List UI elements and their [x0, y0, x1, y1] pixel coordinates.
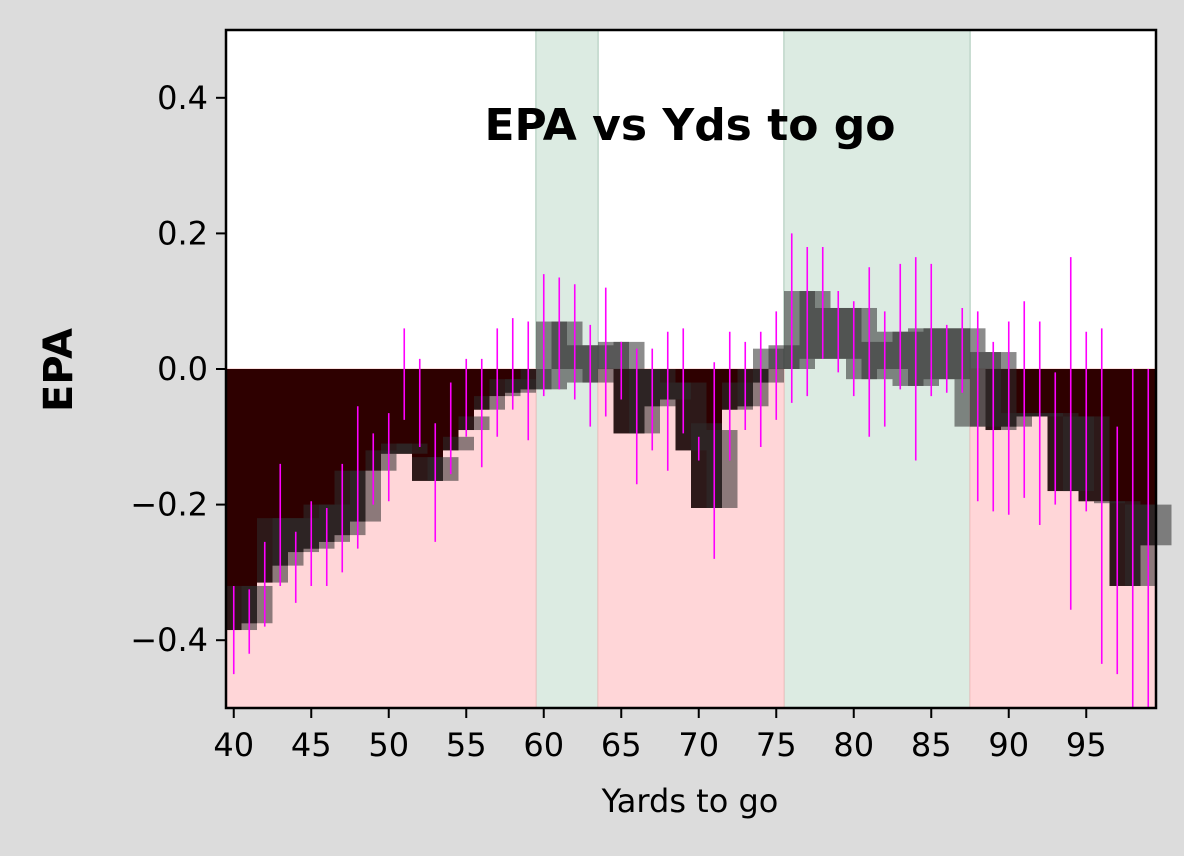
box-71	[706, 430, 738, 508]
x-tick-label-8: 80	[833, 726, 874, 764]
x-tick-label-6: 70	[678, 726, 719, 764]
x-tick-label-7: 75	[756, 726, 797, 764]
box-95	[1078, 416, 1110, 502]
y-tick-label-4: 0.4	[157, 79, 208, 117]
x-tick-label-9: 85	[911, 726, 952, 764]
axes: −0.4 −0.2 0.0 0.2 0.4 40 45 50 55 60 65 70 75 80 85 90 9…	[130, 28, 1158, 764]
neg-bar-41	[241, 369, 257, 624]
x-tick-label-0: 40	[213, 726, 254, 764]
x-tick-label-1: 45	[291, 726, 332, 764]
errorbar-layer	[232, 233, 1150, 708]
box-48	[350, 470, 381, 522]
y-tick-label-0: −0.4	[130, 621, 208, 659]
x-tick-label-3: 55	[446, 726, 487, 764]
box-41	[241, 585, 273, 624]
x-tick-label-11: 95	[1066, 726, 1107, 764]
y-tick-label-3: 0.2	[157, 214, 208, 252]
neg-bar-49	[365, 369, 381, 471]
neg-bar-44	[288, 369, 304, 553]
y-axis-label: EPA	[36, 328, 82, 412]
y-tick-label-2: 0.0	[157, 350, 208, 388]
x-tick-label-5: 65	[601, 726, 642, 764]
x-axis-label: Yards to go	[601, 782, 779, 820]
chart-title: EPA vs Yds to go	[485, 100, 896, 151]
x-tick-label-2: 50	[368, 726, 409, 764]
x-tick-label-4: 60	[523, 726, 564, 764]
neg-bar-45	[303, 369, 319, 549]
neg-bar-50	[381, 369, 397, 454]
box-53	[427, 457, 459, 481]
neg-bar-40	[226, 369, 242, 631]
box-54	[443, 436, 474, 451]
box-56	[474, 396, 505, 410]
box-55	[458, 416, 490, 431]
neg-bar-46	[319, 369, 335, 542]
box-51	[396, 443, 428, 454]
x-tick-label-10: 90	[988, 726, 1029, 764]
y-tick-label-1: −0.2	[130, 486, 208, 524]
